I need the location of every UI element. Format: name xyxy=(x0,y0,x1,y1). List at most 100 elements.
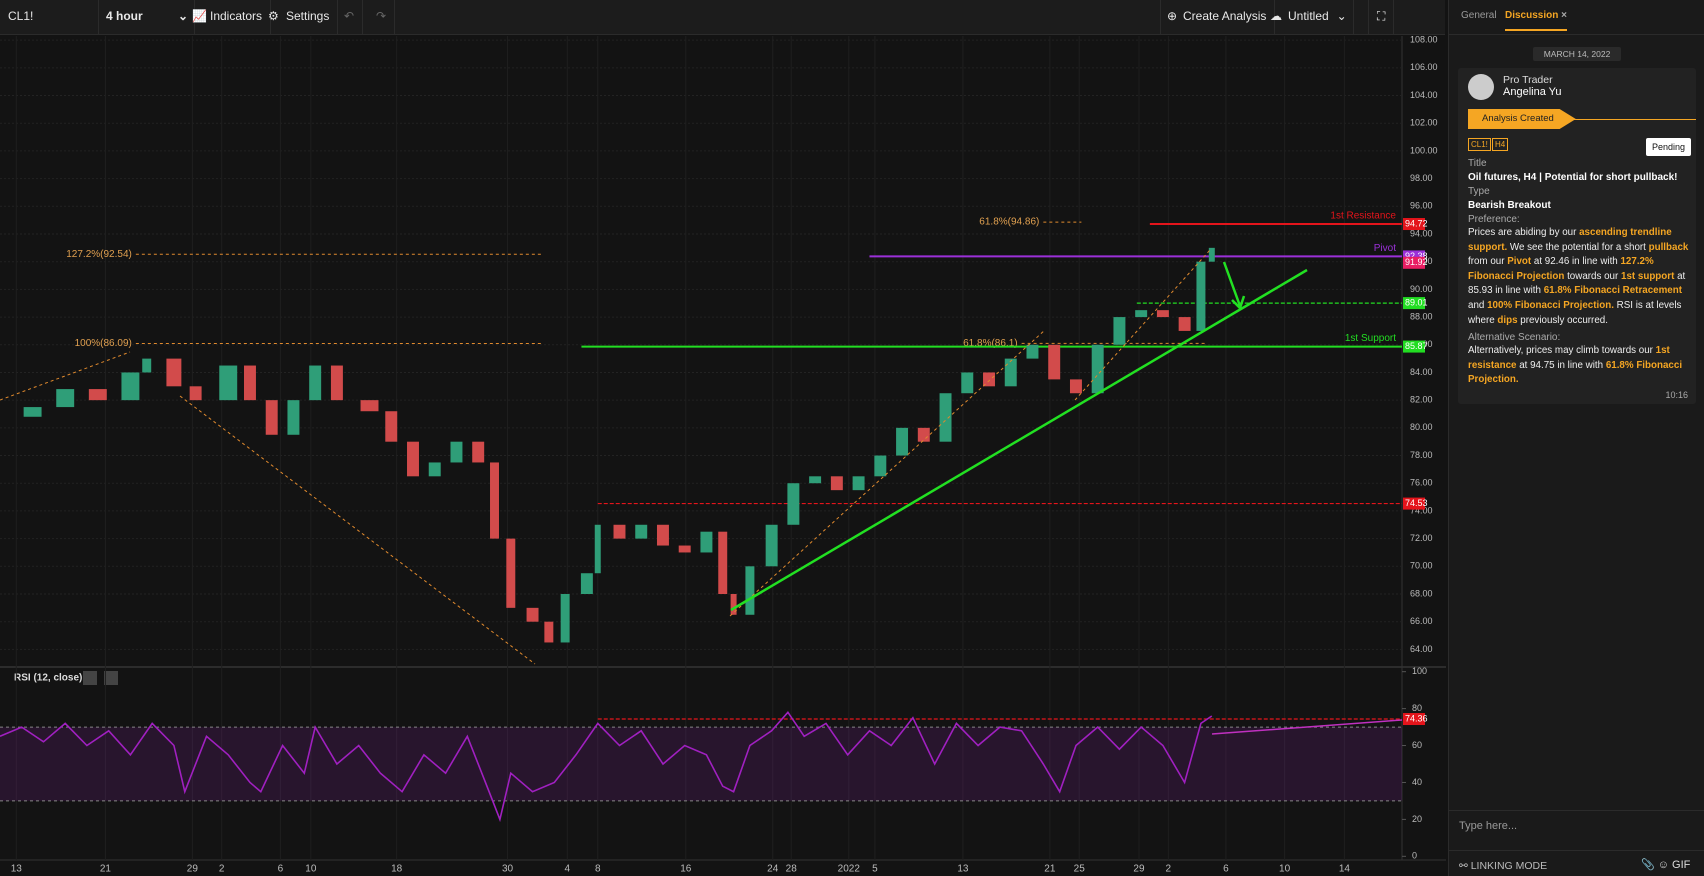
candle xyxy=(526,607,539,622)
level-label: 1st Support xyxy=(1345,333,1396,344)
candle xyxy=(765,524,778,567)
text: We see the potential for a short xyxy=(1507,241,1649,253)
x-tick-label: 2022 xyxy=(838,864,861,875)
x-tick-label: 18 xyxy=(391,864,403,875)
candle xyxy=(718,531,728,594)
candle xyxy=(330,365,343,401)
alternative-label: Alternative Scenario: xyxy=(1468,332,1561,343)
highlight-text: Pivot xyxy=(1507,256,1532,268)
x-tick-label: 10 xyxy=(305,864,317,875)
fib-trend xyxy=(1074,249,1211,401)
layout[interactable]: ☁ Untitled ⌄ xyxy=(1264,0,1354,34)
candle xyxy=(309,365,322,401)
text: and xyxy=(1468,299,1488,311)
rsi-delete[interactable] xyxy=(104,671,118,685)
fib-trend xyxy=(0,351,131,401)
candle xyxy=(428,462,441,477)
y-tick-label: 100.00 xyxy=(1410,145,1438,155)
tab-discussion[interactable]: Discussion × xyxy=(1505,10,1567,31)
rsi-trendline xyxy=(1211,719,1403,735)
y-tick-label: 104.00 xyxy=(1410,90,1438,100)
candle xyxy=(656,524,669,546)
pending[interactable]: Pending xyxy=(1646,138,1692,156)
toolbar: CL1! 4 hour ⌄ 📈 Indicators ⚙ Settings ↶ ↷ ⊕… xyxy=(0,0,1445,35)
create-analysis[interactable]: ⊕ Create Analysis xyxy=(1160,0,1276,34)
x-tick-label: 13 xyxy=(11,864,23,875)
candle xyxy=(1048,344,1061,380)
y-tick-label: 108.00 xyxy=(1410,35,1438,45)
highlight-text: ascending trendline support. xyxy=(1468,227,1672,253)
rsi-level-tag-bg xyxy=(1403,713,1425,726)
y-tick-label: 88.00 xyxy=(1410,311,1433,321)
indicators[interactable]: 📈 Indicators xyxy=(186,0,272,34)
x-tick-label: 2 xyxy=(1166,864,1172,875)
message-input[interactable]: Type here... xyxy=(1459,820,1518,832)
candle xyxy=(961,372,974,394)
x-tick-label: 6 xyxy=(278,864,284,875)
level-label: Pivot xyxy=(1374,243,1396,254)
candle xyxy=(1208,247,1215,262)
rsi-level-tag: 74.36 xyxy=(1405,713,1428,723)
x-tick-label: 30 xyxy=(502,864,514,875)
level-tag: 89.01 xyxy=(1405,297,1428,307)
candle xyxy=(745,566,755,615)
y-tick-label: 76.00 xyxy=(1410,478,1433,488)
text: Alternatively, prices may climb towards … xyxy=(1468,345,1656,356)
fib-label: 61.8%(94.86) xyxy=(979,217,1039,228)
y-tick-label: 100 xyxy=(1412,666,1427,676)
candle xyxy=(1004,358,1017,387)
x-tick-label: 16 xyxy=(680,864,692,875)
interval[interactable]: 4 hour ⌄ xyxy=(98,0,195,34)
x-tick-label: 14 xyxy=(1339,864,1351,875)
x-tick-label: 8 xyxy=(595,864,601,875)
x-tick-label: 25 xyxy=(1074,864,1086,875)
y-tick-label: 20 xyxy=(1412,814,1422,824)
candle xyxy=(613,524,626,539)
rsi-band xyxy=(0,727,1402,801)
fib-label: 61.8%(86.1) xyxy=(963,338,1017,349)
text: at 94.75 in line with xyxy=(1516,359,1606,371)
undo[interactable]: ↶ xyxy=(336,0,364,34)
fib-trend xyxy=(179,395,536,665)
tab-discussion-text: Discussion xyxy=(1505,10,1559,21)
candle xyxy=(385,411,398,442)
candle xyxy=(1069,379,1082,394)
candle xyxy=(635,524,648,539)
text: at 92.46 in line with xyxy=(1531,256,1621,268)
rsi-title: RSI (12, close) xyxy=(14,673,82,684)
tab-general[interactable]: General xyxy=(1461,10,1497,21)
y-tick-label: 84.00 xyxy=(1410,367,1433,377)
x-tick-label: 4 xyxy=(565,864,571,875)
candle xyxy=(88,389,107,401)
redo[interactable]: ↷ xyxy=(368,0,396,34)
indicators-text: Indicators xyxy=(210,9,263,23)
candle xyxy=(874,455,887,477)
interval-text: 4 hour xyxy=(106,9,143,23)
y-tick-label: 0 xyxy=(1412,851,1417,861)
candle xyxy=(407,441,419,477)
status-chip: Analysis Created xyxy=(1468,109,1576,129)
candle xyxy=(939,393,952,442)
candle xyxy=(287,400,300,435)
time: 10:16 xyxy=(1665,390,1688,400)
level-label: 1st Resistance xyxy=(1330,211,1396,222)
x-tick-label: 6 xyxy=(1223,864,1229,875)
y-tick-label: 72.00 xyxy=(1410,533,1433,543)
candle xyxy=(594,524,601,574)
settings[interactable]: ⚙ Settings xyxy=(262,0,339,34)
symbol[interactable]: CL1! xyxy=(0,0,99,34)
role: Pro Trader xyxy=(1503,74,1553,86)
x-tick-label: 29 xyxy=(187,864,199,875)
y-tick-label: 102.00 xyxy=(1410,118,1438,128)
highlight-text: 61.8% Fibonacci Retracement xyxy=(1543,285,1683,297)
candle xyxy=(1113,317,1126,345)
rsi-settings[interactable] xyxy=(83,671,97,685)
trendline xyxy=(730,268,1308,612)
fullscreen[interactable]: ⛶ xyxy=(1368,0,1395,34)
linking-mode[interactable]: ⚯ LINKING MODE xyxy=(1459,860,1548,872)
x-tick-label: 24 xyxy=(767,864,779,875)
attach-emoji[interactable]: 📎 ☺ GIF xyxy=(1641,859,1691,871)
gif[interactable]: GIF xyxy=(1672,859,1691,871)
highlight-text: 1st resistance xyxy=(1468,345,1670,371)
